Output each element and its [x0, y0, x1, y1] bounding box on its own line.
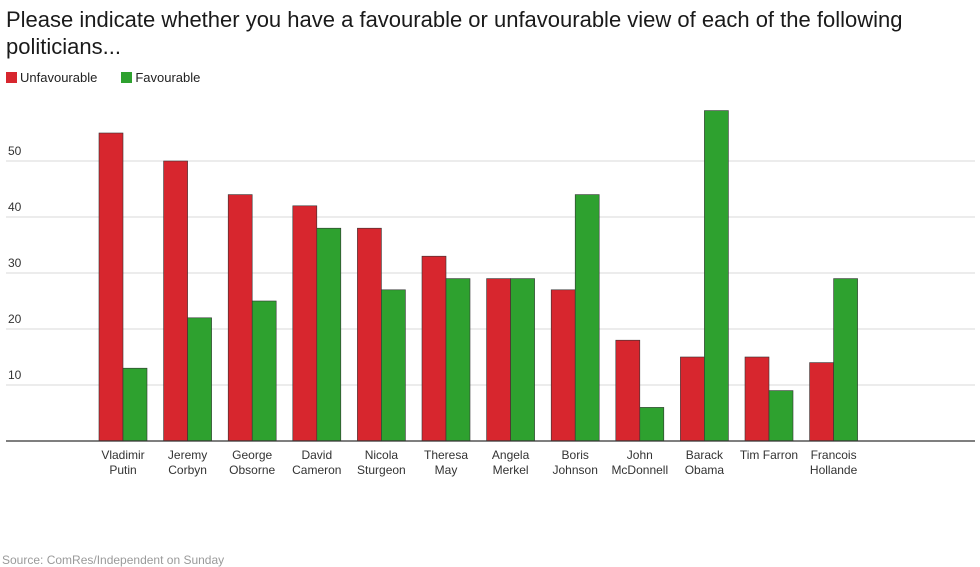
bar-unfavourable-6 — [486, 278, 511, 442]
x-tick-label: Nicola Sturgeon — [357, 448, 406, 477]
bar-favourable-7 — [574, 194, 600, 442]
bar-favourable-0 — [122, 367, 148, 442]
bar-unfavourable-3 — [292, 205, 318, 442]
x-tick-label: Jeremy Corbyn — [167, 448, 208, 477]
x-tick-label: John McDonnell — [611, 448, 669, 477]
bar-unfavourable-4 — [357, 227, 382, 442]
x-tick-label: Boris Johnson — [552, 448, 598, 477]
bar-favourable-5 — [445, 278, 471, 442]
bar-favourable-3 — [316, 227, 342, 442]
chart-title: Please indicate whether you have a favou… — [6, 7, 903, 59]
source-note: Source: ComRes/Independent on Sunday — [2, 553, 225, 567]
bar-unfavourable-9 — [680, 356, 705, 442]
bar-unfavourable-7 — [550, 289, 576, 442]
x-tick-label: David Cameron — [292, 448, 342, 477]
x-tick-label: Tim Farron — [739, 448, 799, 462]
bar-unfavourable-5 — [421, 255, 447, 442]
y-tick-label-30: 30 — [8, 256, 22, 270]
legend: Unfavourable Favourable — [6, 70, 200, 85]
legend-swatch-favourable — [121, 72, 133, 83]
x-tick-label: George Obsorne — [229, 448, 276, 477]
bar-favourable-11 — [833, 278, 858, 442]
legend-label-unfavourable: Unfavourable — [20, 70, 98, 85]
y-tick-label-40: 40 — [8, 200, 22, 214]
legend-swatch-unfavourable — [6, 72, 17, 83]
bar-chart-plot: 10 20 30 40 50 — [6, 110, 975, 442]
bar-unfavourable-11 — [809, 362, 834, 442]
bar-favourable-6 — [510, 278, 535, 442]
legend-item-unfavourable: Unfavourable — [6, 70, 97, 85]
x-tick-label: Angela Merkel — [491, 448, 530, 477]
bar-favourable-10 — [768, 390, 794, 442]
bar-unfavourable-2 — [227, 194, 253, 442]
x-tick-label: Theresa May — [423, 448, 469, 477]
x-tick-label: Francois Hollande — [809, 448, 858, 477]
y-tick-label-20: 20 — [8, 312, 22, 326]
bar-unfavourable-0 — [98, 132, 124, 442]
bar-favourable-8 — [639, 407, 665, 442]
bar-favourable-1 — [187, 317, 212, 442]
y-tick-label-10: 10 — [8, 368, 22, 382]
x-tick-label: Vladimir Putin — [101, 448, 145, 477]
bar-unfavourable-10 — [744, 356, 770, 442]
x-tick-label: Barack Obama — [684, 448, 725, 477]
legend-label-favourable: Favourable — [135, 70, 201, 85]
bar-favourable-4 — [381, 289, 406, 442]
bar-unfavourable-1 — [163, 160, 188, 442]
bar-unfavourable-8 — [615, 339, 641, 442]
y-tick-label-50: 50 — [8, 144, 22, 158]
bar-favourable-2 — [251, 300, 277, 442]
legend-item-favourable: Favourable — [121, 70, 200, 85]
bar-favourable-9 — [704, 110, 729, 442]
